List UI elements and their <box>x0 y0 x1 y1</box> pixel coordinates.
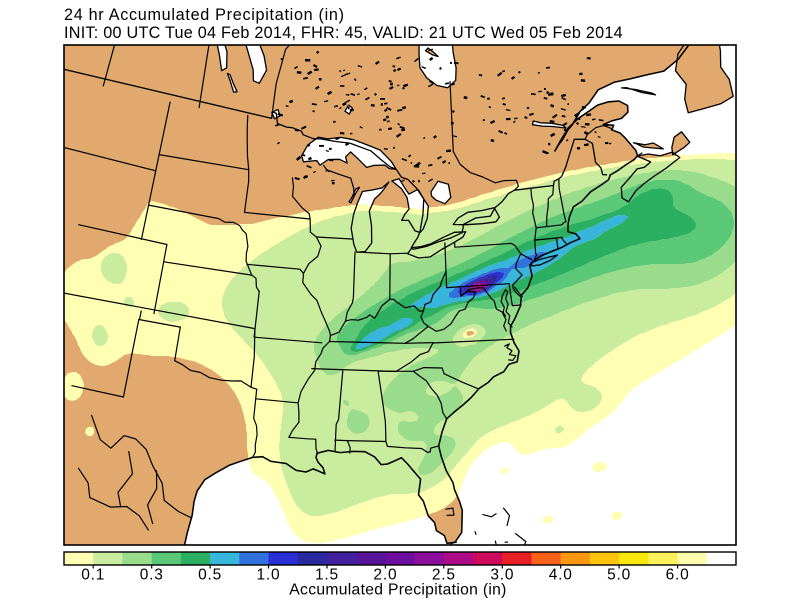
svg-text:6.0: 6.0 <box>666 567 690 584</box>
svg-text:1.5: 1.5 <box>315 567 339 584</box>
svg-text:0.1: 0.1 <box>81 567 105 584</box>
svg-text:1.0: 1.0 <box>257 567 281 584</box>
svg-text:24 hr Accumulated Precipitatio: 24 hr Accumulated Precipitation (in) <box>64 6 345 24</box>
svg-text:0.3: 0.3 <box>140 567 164 584</box>
svg-text:5.0: 5.0 <box>607 567 631 584</box>
svg-text:2.0: 2.0 <box>373 567 397 584</box>
svg-text:3.0: 3.0 <box>490 567 514 584</box>
svg-text:INIT: 00 UTC Tue 04 Feb 2014,: INIT: 00 UTC Tue 04 Feb 2014, FHR: 45, V… <box>64 24 623 42</box>
svg-text:4.0: 4.0 <box>549 567 573 584</box>
svg-text:2.5: 2.5 <box>432 567 456 584</box>
svg-text:0.5: 0.5 <box>198 567 222 584</box>
svg-text:Accumulated Precipitation (in): Accumulated Precipitation (in) <box>289 582 506 599</box>
